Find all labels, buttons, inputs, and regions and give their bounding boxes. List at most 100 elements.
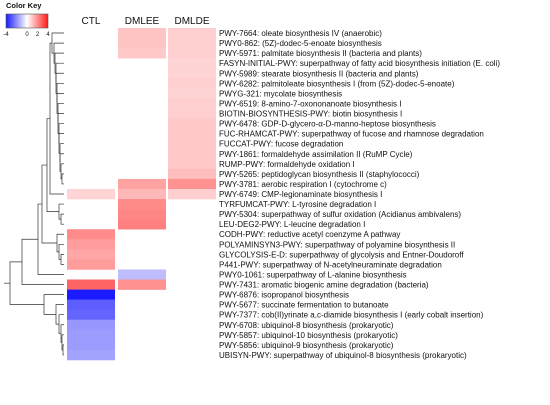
heatmap-cell (168, 108, 216, 119)
heatmap-cell (67, 339, 115, 351)
heatmap-cell (67, 319, 115, 331)
row-label: PWY-7377: cob(II)yrinate a,c-diamide bio… (219, 311, 484, 320)
row-label: PWY0-1061: superpathway of L-alanine bio… (219, 270, 407, 279)
row-label: POLYAMINSYN3-PWY: superpathway of polyam… (219, 240, 455, 249)
dendrogram-branch (60, 254, 64, 265)
row-label: CODH-PWY: reductive acetyl coenzyme A pa… (219, 230, 400, 239)
dendrogram-branch (43, 294, 64, 315)
heatmap-cell (118, 188, 166, 200)
dendrogram-branch (21, 238, 64, 285)
dendrogram-branch (54, 52, 64, 74)
row-label: PWY0-862: (5Z)-dodec-5-enoate biosynthes… (219, 39, 382, 48)
dendrogram-branch (57, 113, 64, 134)
dendrogram-branch (60, 213, 64, 225)
color-key-bar (5, 13, 49, 29)
heatmap-cell (67, 279, 115, 290)
dendrogram-branch (53, 42, 64, 64)
heatmap-cell (168, 168, 216, 180)
heatmap-cell (168, 188, 216, 200)
row-label: PWY-5989: stearate biosynthesis II (bact… (219, 69, 419, 78)
heatmap-cell (168, 38, 216, 49)
heatmap-cell (168, 58, 216, 69)
heatmap-cell (67, 249, 115, 260)
heatmap-cell (168, 148, 216, 160)
heatmap-cell (118, 48, 166, 59)
heatmap-cell (118, 178, 166, 190)
heatmap-cell (118, 219, 166, 230)
dendrogram-branch (46, 118, 59, 212)
heatmap-cell (168, 28, 216, 39)
row-label: PWY-6876: isopropanol biosynthesis (219, 291, 349, 300)
heatmap-cell (118, 28, 166, 39)
heatmap-cell (67, 299, 115, 310)
heatmap-cell (168, 78, 216, 89)
dendrogram-branch (61, 334, 64, 351)
dendrogram-branch (49, 42, 64, 195)
row-label: UBISYN-PWY: superpathway of ubiquinol-8 … (219, 351, 467, 360)
row-label: PWY-6519: 8-amino-7-oxononanoate biosynt… (219, 99, 401, 108)
heatmap-cell (118, 38, 166, 49)
column-header: CTL (82, 16, 101, 27)
heatmap-cell (168, 68, 216, 79)
row-label: GLYCOLYSIS-E-D: superpathway of glycolys… (219, 250, 464, 259)
row-label: FUCCAT-PWY: fucose degradation (219, 140, 343, 149)
row-label: PWY-7431: aromatic biogenic amine degrad… (219, 281, 429, 290)
column-header: DMLEE (125, 16, 160, 27)
heatmap-cell (67, 259, 115, 270)
heatmap-cell (168, 98, 216, 109)
heatmap-cell (168, 178, 216, 190)
color-key-tick-label: 4 (46, 32, 50, 38)
heatmap-cell (168, 118, 216, 129)
row-label: PWY-5304: superpathway of sulfur oxidati… (219, 210, 461, 219)
color-key-title: Color Key (6, 1, 42, 10)
heatmap-cell (67, 188, 115, 200)
heatmap-cell (67, 309, 115, 321)
dendrogram-branch (41, 164, 57, 244)
heatmap-cell (67, 229, 115, 240)
row-label: TYRFUMCAT-PWY: L-tyrosine degradation I (219, 200, 376, 209)
heatmap-cell (67, 329, 115, 341)
dendrogram-branch (37, 203, 64, 275)
heatmap-cell (168, 88, 216, 99)
row-label: FASYN-INITIAL-PWY: superpathway of fatty… (219, 59, 500, 68)
row-label: LEU-DEG2-PWY: L-leucine degradation I (219, 220, 365, 229)
dendrogram-branch (55, 304, 64, 325)
heatmap-cell (67, 239, 115, 250)
dendrogram-branch (55, 72, 64, 94)
row-label: PWY-6749: CMP-legionaminate biosynthesis… (219, 190, 382, 199)
row-label: PWY-6478: GDP-D-glycero-α-D-manno-heptos… (219, 120, 436, 129)
dendrogram-branch (51, 32, 64, 54)
dendrogram-branch (59, 153, 64, 172)
row-label: PWY-6282: palmitoleate biosynthesis I (f… (219, 79, 455, 88)
color-key-tick-label: -4 (3, 32, 9, 38)
heatmap-cell (67, 289, 115, 300)
row-label: PWY-5971: palmitate biosynthesis II (bac… (219, 49, 422, 58)
dendrogram-branch (62, 344, 64, 356)
heatmap-cell (67, 349, 115, 361)
row-label: PWY-1861: formaldehyde assimilation II (… (219, 150, 413, 159)
heatmap-cell (118, 279, 166, 290)
dendrogram-branch (56, 233, 64, 253)
heatmap-cell (168, 48, 216, 59)
color-key: Color Key -4 0 2 4 (3, 1, 50, 38)
row-label: PWY-5265: peptidoglycan biosynthesis II … (219, 170, 420, 179)
dendrogram-branch (61, 173, 64, 185)
row-label: PWY-5857: ubiquinol-10 biosynthesis (pro… (219, 331, 398, 340)
dendrogram-branch (60, 163, 64, 180)
heatmap-cell (118, 209, 166, 220)
row-label: RUMP-PWY: formaldehyde oxidation I (219, 160, 355, 169)
row-label: PWY-3781: aerobic respiration I (cytochr… (219, 180, 387, 189)
row-dendrogram (4, 32, 64, 356)
row-label: PWY-7664: oleate biosynthesis IV (anaero… (219, 29, 382, 38)
row-label: PWYG-321: mycolate biosynthesis (219, 89, 342, 98)
color-key-tick-label: 2 (36, 32, 40, 38)
heatmap-cell (168, 138, 216, 150)
heatmap-cell (168, 158, 216, 170)
dendrogram-branch (58, 133, 64, 154)
dendrogram-branch (58, 314, 64, 334)
dendrogram-branch (9, 261, 44, 305)
row-label: PWY-5856: ubiquinol-9 biosynthesis (prok… (219, 341, 394, 350)
dendrogram-branch (56, 93, 64, 114)
color-key-tick-label: 0 (25, 32, 29, 38)
